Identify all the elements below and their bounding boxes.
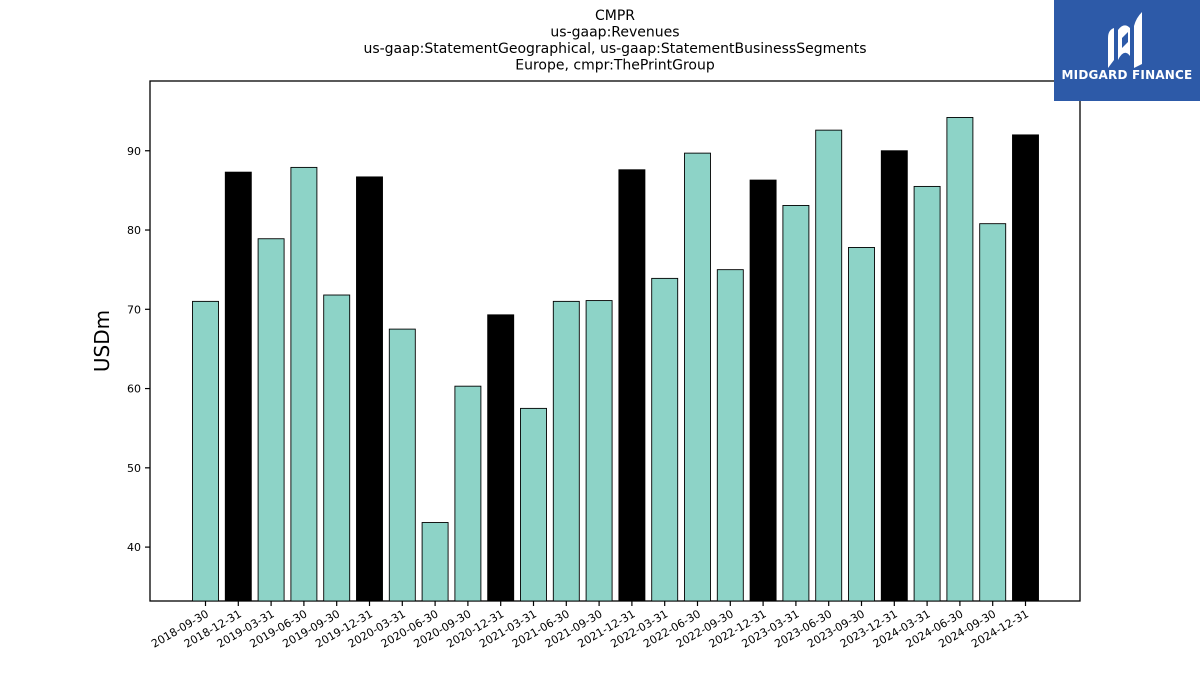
title-line-3: us-gaap:StatementGeographical, us-gaap:S…	[363, 41, 866, 57]
bar-2019-06-30	[290, 166, 318, 602]
bar-2019-03-31	[257, 238, 285, 602]
y-tick-label: 60	[127, 383, 141, 396]
bar-2022-03-31	[651, 277, 679, 602]
bar-2023-09-30	[848, 247, 875, 602]
y-tick-label: 50	[127, 462, 141, 475]
logo-mark-icon	[1108, 12, 1142, 68]
midgard-finance-logo: MIDGARD FINANCE	[1054, 0, 1200, 101]
y-axis: 40 50 60 70 80 90	[127, 145, 150, 554]
plot-frame	[149, 80, 1081, 602]
bars-group	[192, 117, 1039, 602]
y-tick-label: 40	[127, 541, 141, 554]
bar-2022-06-30	[684, 152, 711, 602]
bar-2023-03-31	[782, 204, 810, 602]
bar-2020-09-30	[454, 385, 482, 602]
title-line-4: Europe, cmpr:ThePrintGroup	[515, 58, 715, 74]
bar-2023-06-30	[815, 129, 843, 602]
y-tick-label: 70	[127, 303, 141, 316]
bar-2018-12-31	[224, 171, 252, 602]
bar-2022-09-30	[716, 269, 744, 602]
bar-2020-12-31	[487, 314, 515, 602]
chart-title: CMPRus-gaap:Revenuesus-gaap:StatementGeo…	[363, 8, 866, 74]
y-tick-label: 90	[127, 145, 141, 158]
bar-2021-06-30	[552, 300, 580, 602]
bar-2024-06-30	[946, 117, 974, 602]
y-axis-label: USDm	[90, 310, 114, 372]
y-tick-label: 80	[127, 224, 141, 237]
bar-2018-09-30	[192, 300, 219, 602]
bar-2024-12-31	[1012, 134, 1039, 602]
bar-2021-12-31	[618, 169, 646, 602]
bar-2021-03-31	[520, 407, 547, 602]
logo-text: MIDGARD FINANCE	[1061, 68, 1193, 82]
title-line-1: CMPR	[595, 8, 635, 24]
bar-2020-06-30	[421, 522, 449, 602]
bar-2023-12-31	[880, 150, 908, 602]
bar-2021-09-30	[585, 300, 613, 602]
bar-2019-12-31	[356, 176, 383, 602]
bar-2019-09-30	[323, 294, 351, 602]
bar-2020-03-31	[388, 328, 416, 602]
bar-2024-03-31	[913, 185, 941, 602]
title-line-2: us-gaap:Revenues	[550, 25, 679, 41]
x-axis: 2018-09-302018-12-312019-03-312019-06-30…	[149, 601, 1031, 651]
bar-2022-12-31	[749, 179, 777, 602]
bar-2024-09-30	[979, 223, 1007, 602]
